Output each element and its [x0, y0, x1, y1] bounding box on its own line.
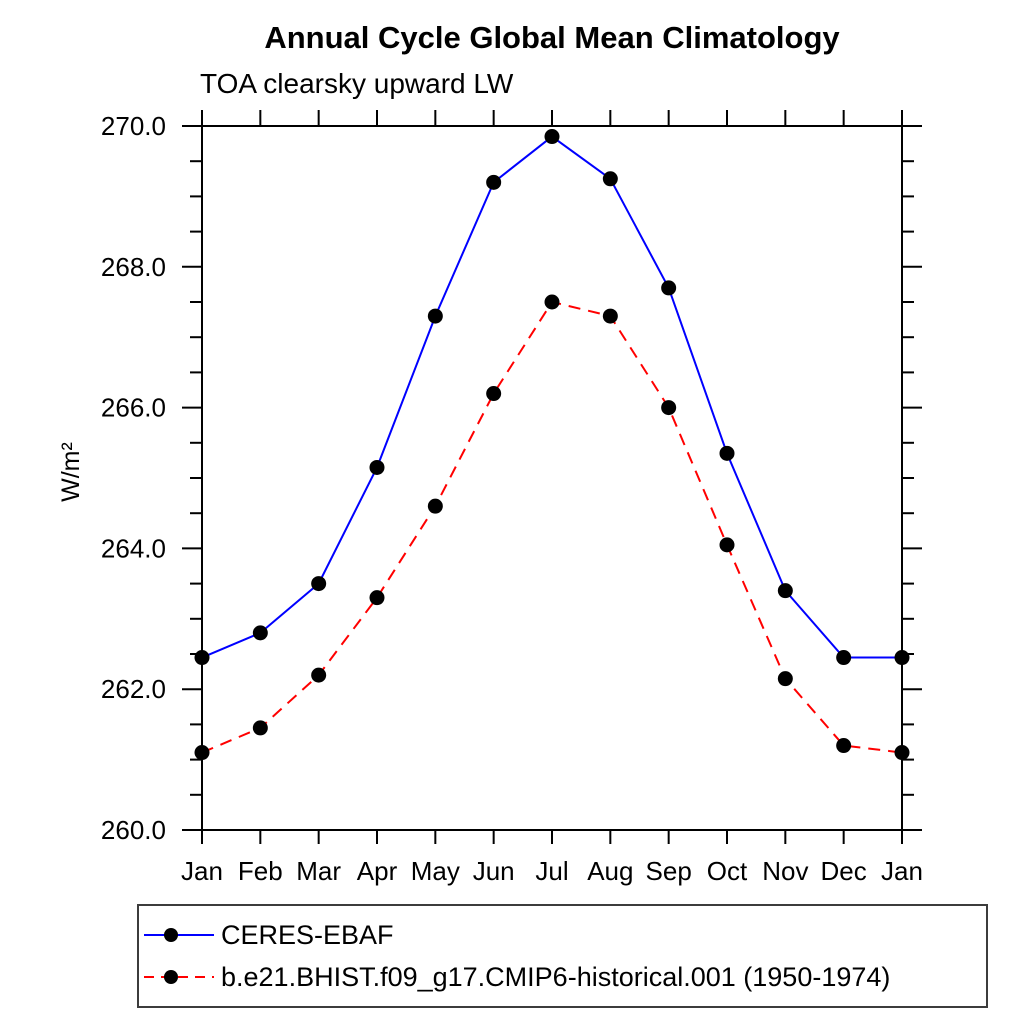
data-point-marker-series-1 — [252, 720, 268, 736]
data-point-marker-series-0 — [369, 459, 385, 475]
legend-item-observation: CERES-EBAF — [143, 914, 986, 956]
y-tick-label: 266.0 — [101, 393, 166, 423]
data-point-marker-series-0 — [719, 445, 735, 461]
x-tick-label: Jan — [881, 856, 923, 886]
legend: CERES-EBAF b.e21.BHIST.f09_g17.CMIP6-his… — [137, 904, 988, 1008]
data-point-marker-series-0 — [602, 171, 618, 187]
y-tick-label: 264.0 — [101, 533, 166, 563]
data-point-marker-series-0 — [486, 174, 502, 190]
x-tick-label: Oct — [707, 856, 748, 886]
plot-frame — [201, 125, 903, 831]
legend-label-model: b.e21.BHIST.f09_g17.CMIP6-historical.001… — [221, 961, 891, 992]
legend-line-sample-dashed-icon — [144, 970, 214, 984]
data-point-marker-series-0 — [194, 650, 210, 666]
data-point-marker-series-1 — [427, 498, 443, 514]
series-line-0 — [201, 135, 902, 659]
legend-line-sample-solid-icon — [144, 928, 214, 942]
data-point-marker-series-1 — [836, 738, 852, 754]
data-point-marker-series-1 — [719, 537, 735, 553]
data-point-marker-series-1 — [777, 671, 793, 687]
data-point-marker-series-1 — [661, 400, 677, 416]
y-tick-label: 260.0 — [101, 815, 166, 845]
data-point-marker-series-0 — [661, 280, 677, 296]
data-point-marker-series-0 — [544, 129, 560, 145]
series-line-1 — [201, 300, 903, 754]
x-tick-label: Apr — [357, 856, 398, 886]
x-tick-label: Jul — [535, 856, 568, 886]
legend-marker-dot-icon — [164, 928, 178, 942]
x-tick-label: Mar — [296, 856, 341, 886]
data-point-marker-series-0 — [836, 650, 852, 666]
data-point-marker-series-0 — [252, 625, 268, 641]
legend-label-observation: CERES-EBAF — [221, 919, 394, 950]
x-tick-label: Nov — [762, 856, 808, 886]
data-point-marker-series-1 — [194, 745, 210, 761]
data-point-marker-series-1 — [602, 308, 618, 324]
legend-marker-dot-icon — [164, 970, 178, 984]
x-tick-label: Aug — [587, 856, 633, 886]
x-tick-label: Jun — [473, 856, 515, 886]
x-tick-label: Dec — [821, 856, 867, 886]
data-point-marker-series-1 — [369, 590, 385, 606]
data-point-marker-series-0 — [894, 650, 910, 666]
y-tick-label: 268.0 — [101, 252, 166, 282]
x-tick-label: Feb — [238, 856, 283, 886]
x-tick-label: Sep — [646, 856, 692, 886]
x-tick-label: May — [411, 856, 460, 886]
data-point-marker-series-1 — [544, 294, 560, 310]
data-point-marker-series-1 — [894, 745, 910, 761]
x-tick-label: Jan — [181, 856, 223, 886]
chart-title: Annual Cycle Global Mean Climatology — [264, 20, 840, 55]
y-tick-label: 262.0 — [101, 674, 166, 704]
chart-subtitle: TOA clearsky upward LW — [200, 68, 514, 99]
data-point-marker-series-0 — [311, 576, 327, 592]
legend-item-model: b.e21.BHIST.f09_g17.CMIP6-historical.001… — [143, 956, 986, 998]
data-point-marker-series-1 — [486, 386, 502, 402]
data-point-marker-series-0 — [777, 583, 793, 599]
data-point-marker-series-1 — [311, 667, 327, 683]
y-tick-label: 270.0 — [101, 111, 166, 141]
data-point-marker-series-0 — [427, 308, 443, 324]
